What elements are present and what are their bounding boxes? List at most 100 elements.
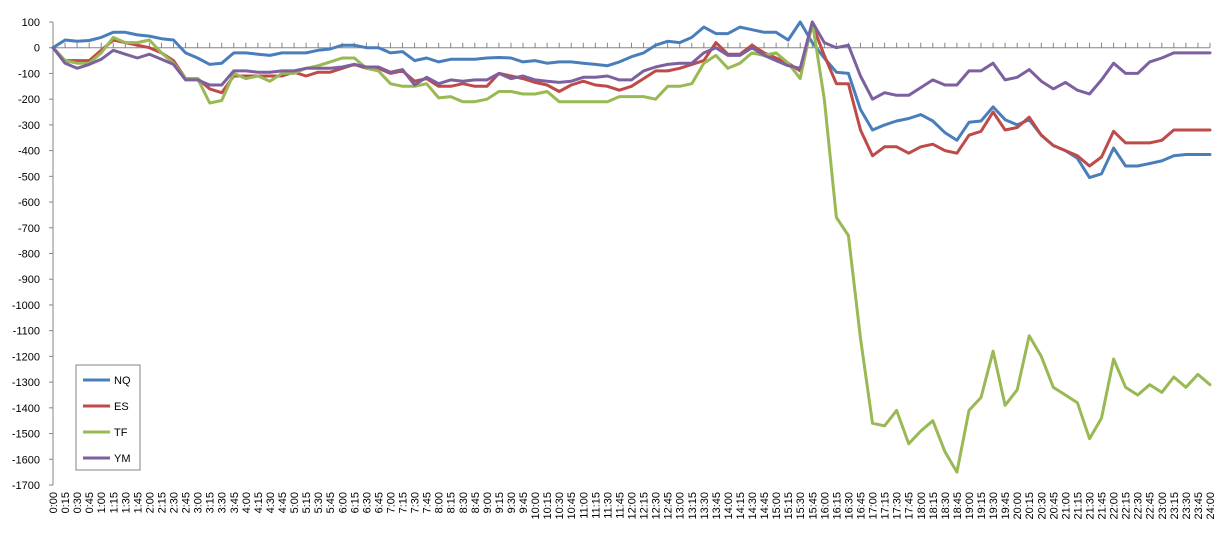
x-tick-label: 14:30 [747, 492, 759, 520]
legend-label-es: ES [114, 401, 129, 413]
x-tick-label: 21:30 [1084, 492, 1096, 520]
series-line-nq [51, 20, 1212, 180]
x-tick-label: 16:00 [819, 492, 831, 520]
series-lines [51, 20, 1212, 474]
x-tick-label: 3:45 [229, 492, 241, 513]
y-tick-label: -400 [18, 146, 40, 158]
x-tick-label: 24:00 [1205, 492, 1217, 520]
y-tick-label: -900 [18, 274, 40, 286]
x-tick-label: 22:00 [1109, 492, 1121, 520]
y-tick-label: -1100 [13, 326, 40, 338]
x-tick-label: 8:00 [434, 492, 446, 513]
x-tick-label: 19:45 [1000, 492, 1012, 520]
x-tick-label: 19:30 [988, 492, 1000, 520]
x-tick-label: 4:30 [265, 492, 277, 513]
x-tick-label: 10:45 [566, 492, 578, 520]
x-tick-label: 0:00 [48, 492, 60, 513]
x-tick-label: 14:00 [723, 492, 735, 520]
x-tick-label: 12:00 [627, 492, 639, 520]
y-axis: 100 0 -100 -200 -300 -400 -500 -600 -700 -800 -900… [12, 17, 54, 492]
y-tick-label: -500 [18, 171, 40, 183]
x-tick-label: 15:30 [795, 492, 807, 520]
x-tick-label: 6:30 [361, 492, 373, 513]
legend: NQ ES TF YM [75, 364, 141, 471]
x-tick-label: 20:30 [1036, 492, 1048, 520]
series-line-es [51, 23, 1212, 168]
x-tick-label: 5:00 [289, 492, 301, 513]
y-tick-label: 0 [34, 43, 40, 55]
x-tick-label: 2:30 [169, 492, 181, 513]
x-tick-label: 17:30 [892, 492, 904, 520]
x-tick-label: 13:15 [687, 492, 699, 520]
x-tick-label: 12:45 [663, 492, 675, 520]
x-tick-label: 8:45 [470, 492, 482, 513]
x-tick-label: 11:45 [614, 492, 626, 519]
y-tick-label: -1300 [12, 377, 40, 389]
x-tick-label: 17:00 [868, 492, 880, 520]
x-tick-label: 4:15 [253, 492, 265, 513]
x-tick-label: 12:30 [651, 492, 663, 520]
x-tick-label: 3:15 [205, 492, 217, 513]
y-tick-label: -300 [18, 120, 40, 132]
x-tick-label: 15:45 [807, 492, 819, 520]
x-tick-label: 21:15 [1072, 492, 1084, 520]
x-tick-label: 8:15 [446, 492, 458, 513]
x-tick-label: 13:00 [675, 492, 687, 520]
x-tick-label: 2:00 [144, 492, 156, 513]
x-tick-label: 18:00 [916, 492, 928, 520]
legend-box [75, 364, 141, 471]
x-tick-label: 22:30 [1133, 492, 1145, 520]
x-tick-label: 6:00 [337, 492, 349, 513]
x-tick-label: 9:45 [518, 492, 530, 513]
x-tick-label: 14:15 [735, 492, 747, 520]
x-tick-label: 22:15 [1121, 492, 1133, 520]
x-tick-label: 1:45 [132, 492, 144, 513]
y-tick-label: -1000 [12, 300, 40, 312]
x-tick-label: 6:15 [349, 492, 361, 513]
x-tick-label: 18:30 [940, 492, 952, 520]
x-tick-label: 9:30 [506, 492, 518, 513]
x-tick-label: 2:15 [156, 492, 168, 513]
x-tick-label: 10:30 [554, 492, 566, 520]
x-tick-label: 0:15 [60, 492, 72, 513]
x-tick-label: 1:00 [96, 492, 108, 513]
x-tick-label: 21:45 [1097, 492, 1109, 520]
y-tick-label: 100 [22, 17, 40, 29]
x-tick-label: 20:00 [1012, 492, 1024, 520]
x-tick-label: 10:15 [542, 492, 554, 520]
x-tick-label: 12:15 [639, 492, 651, 520]
x-tick-label: 11:15 [590, 492, 602, 519]
x-tick-label: 16:45 [855, 492, 867, 520]
x-tick-label: 7:30 [410, 492, 422, 513]
x-tick-label: 7:15 [398, 492, 410, 513]
y-tick-label: -200 [18, 94, 40, 106]
x-tick-label: 23:15 [1169, 492, 1181, 520]
x-tick-label: 1:15 [108, 492, 120, 513]
x-tick-label: 9:00 [482, 492, 494, 513]
y-tick-label: -800 [18, 249, 40, 261]
series-line-tf [51, 20, 1212, 474]
y-tick-label: -1500 [12, 429, 40, 441]
x-tick-label: 7:00 [385, 492, 397, 513]
x-tick-label: 18:45 [952, 492, 964, 520]
series-line-ym [51, 20, 1212, 101]
x-tick-label: 1:30 [120, 492, 132, 513]
x-tick-label: 9:15 [494, 492, 506, 513]
x-tick-label: 4:00 [241, 492, 253, 513]
x-tick-label: 2:45 [181, 492, 193, 513]
x-tick-label: 13:45 [711, 492, 723, 520]
x-tick-label: 0:45 [84, 492, 96, 513]
x-tick-label: 3:00 [193, 492, 205, 513]
x-tick-label: 7:45 [422, 492, 434, 513]
x-tick-label: 20:15 [1024, 492, 1036, 520]
x-tick-label: 10:00 [530, 492, 542, 520]
x-tick-label: 15:15 [783, 492, 795, 520]
x-tick-label: 5:30 [313, 492, 325, 513]
x-tick-label: 5:45 [325, 492, 337, 513]
x-tick-label: 15:00 [771, 492, 783, 520]
x-tick-label: 4:45 [277, 492, 289, 513]
y-tick-label: -700 [18, 223, 40, 235]
x-tick-label: 21:00 [1060, 492, 1072, 520]
x-tick-label: 23:45 [1193, 492, 1205, 520]
y-tick-label: -600 [18, 197, 40, 209]
